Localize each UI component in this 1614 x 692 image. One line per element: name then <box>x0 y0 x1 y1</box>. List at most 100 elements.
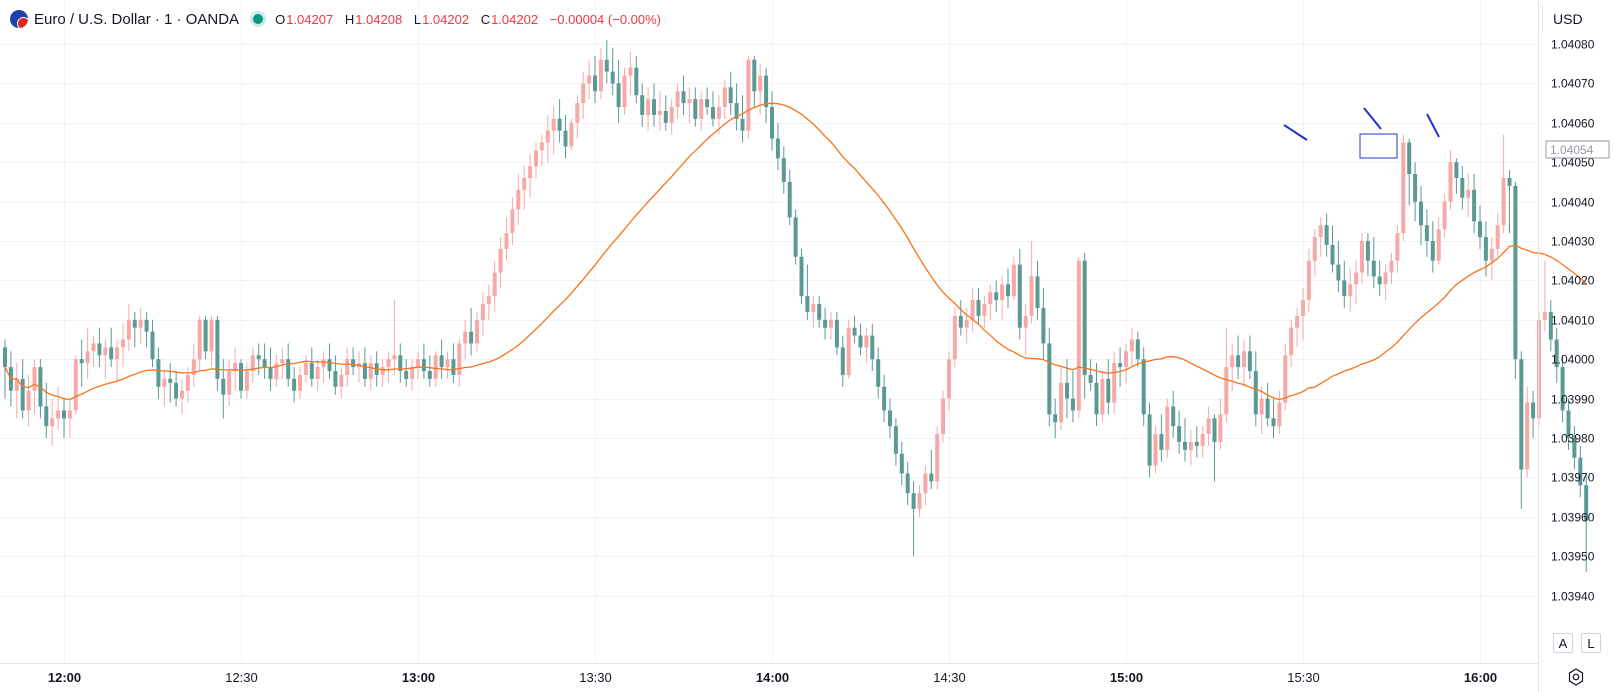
candle <box>1212 414 1217 482</box>
candle-body <box>292 378 297 391</box>
candle-body <box>805 296 810 312</box>
candle-body <box>132 319 137 328</box>
open-value: 1.04207 <box>286 11 334 27</box>
user-drawings[interactable] <box>1283 107 1440 159</box>
candle-body <box>351 359 356 368</box>
candle <box>1070 371 1075 423</box>
candle-body <box>864 335 869 348</box>
candle <box>1183 418 1187 462</box>
candle <box>734 83 739 131</box>
candle <box>587 59 592 100</box>
time-scale[interactable]: 12:00 12:30 13:00 13:30 14:00 14:30 15:00 15:30… <box>48 670 1497 685</box>
candle <box>221 359 226 419</box>
candle-body <box>1118 363 1123 368</box>
candle-body <box>498 248 503 273</box>
trend-line-1[interactable] <box>1283 124 1308 141</box>
candle-body <box>952 315 957 360</box>
candle <box>1348 268 1353 312</box>
candle-body <box>85 351 90 364</box>
candle <box>929 449 934 490</box>
candle-body <box>215 319 220 379</box>
candle <box>398 343 403 383</box>
candle-body <box>91 343 96 352</box>
candle-body <box>528 166 533 178</box>
candle-body <box>781 158 786 182</box>
candle <box>947 351 951 411</box>
candle <box>1454 158 1459 194</box>
candle-body <box>1082 260 1087 375</box>
candle <box>1035 260 1040 320</box>
y-tick-label: 1.04040 <box>1551 196 1595 210</box>
candle-body <box>1247 351 1252 372</box>
settings-icon[interactable] <box>1567 668 1585 686</box>
candle-body <box>1572 438 1577 458</box>
candle-body <box>1259 398 1264 415</box>
candle <box>1430 221 1435 273</box>
candle <box>687 87 692 123</box>
candle <box>162 371 167 407</box>
log-scale-button[interactable]: L <box>1581 633 1601 653</box>
candle <box>191 343 196 387</box>
candle-body <box>268 367 273 379</box>
candle <box>227 359 232 407</box>
candle <box>1159 414 1164 462</box>
candle <box>593 55 597 104</box>
candle <box>829 311 833 340</box>
candle <box>817 296 822 328</box>
candle <box>911 481 916 557</box>
candle <box>1531 390 1536 438</box>
close-value: 1.04202 <box>491 11 539 27</box>
candle <box>1188 430 1193 466</box>
candle <box>345 347 350 387</box>
candle <box>1395 225 1400 273</box>
candle <box>846 319 851 379</box>
symbol-title[interactable]: Euro / U.S. Dollar · 1 · OANDA <box>34 10 240 28</box>
rectangle-drawing[interactable] <box>1359 133 1398 159</box>
symbol-legend: Euro / U.S. Dollar · 1 · OANDA O1.04207 … <box>10 8 669 30</box>
candle <box>876 347 881 399</box>
auto-scale-button[interactable]: A <box>1553 633 1573 653</box>
trend-line-2[interactable] <box>1363 107 1382 130</box>
candle <box>416 351 420 379</box>
candle <box>899 441 904 486</box>
trend-line-3[interactable] <box>1426 113 1440 138</box>
auto-scale-label: A <box>1558 635 1568 651</box>
candle-body <box>994 292 999 301</box>
price-scale[interactable]: 1.04080 1.04070 1.04060 1.04050 1.04040 1.040… <box>1551 38 1595 604</box>
candle-body <box>1070 398 1075 411</box>
candle <box>1147 402 1152 478</box>
candle <box>1082 252 1087 399</box>
eurusd-flag-icon[interactable] <box>10 10 28 28</box>
candle-body <box>1289 327 1294 356</box>
candle-body <box>1312 237 1317 261</box>
currency-selector[interactable]: USD <box>1542 6 1598 32</box>
candle-body <box>321 359 326 368</box>
candle-body <box>976 300 981 316</box>
candle-body <box>303 363 308 375</box>
candle <box>1436 217 1441 265</box>
candle <box>1460 166 1465 210</box>
candle <box>215 315 220 391</box>
candle-body <box>239 363 243 391</box>
candle-body <box>829 319 833 328</box>
candle-body <box>811 304 816 312</box>
y-tick-label: 1.03970 <box>1551 471 1595 485</box>
candle-body <box>616 83 621 108</box>
candle-body <box>764 75 769 108</box>
high-label: H <box>344 11 355 27</box>
candle <box>793 209 798 265</box>
candle <box>1472 174 1477 234</box>
candle <box>1478 205 1482 249</box>
candle-body <box>475 319 479 344</box>
candle <box>1566 398 1571 450</box>
candle-body <box>1177 426 1182 442</box>
candle <box>781 146 786 194</box>
candle-body <box>545 130 550 143</box>
candle-body <box>1065 382 1069 399</box>
candle <box>1124 343 1128 383</box>
candle <box>1383 264 1388 301</box>
candle <box>439 339 444 379</box>
candle-body <box>557 118 562 131</box>
candle <box>380 359 385 387</box>
